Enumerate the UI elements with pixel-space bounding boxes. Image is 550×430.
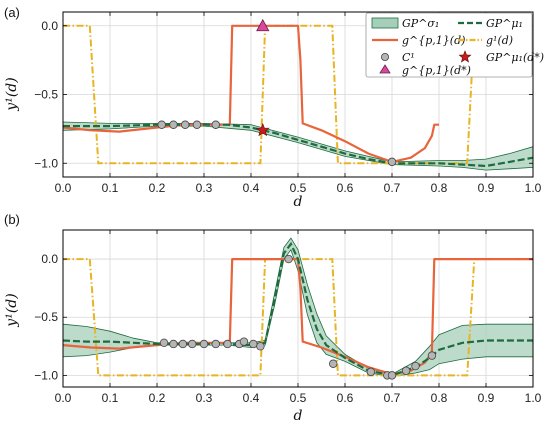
gp1-dstar-triangle — [256, 18, 270, 32]
y-tick-label: 0.0 — [41, 19, 58, 33]
x-tick-label: 0.0 — [55, 391, 72, 405]
x-tick-label: 0.5 — [290, 181, 307, 195]
legend-g1-label: g¹(d) — [486, 34, 513, 47]
panel-b-label: (b) — [4, 212, 20, 227]
x-tick-label: 0.0 — [55, 181, 72, 195]
gp-mean-dstar-star — [255, 122, 270, 137]
x-tick-label: 0.3 — [196, 181, 213, 195]
c1-point — [256, 342, 265, 351]
c1-point — [169, 120, 178, 129]
panel-b-yticks: 0.0 −0.5 −1.0 — [34, 252, 533, 382]
panel-a: (a) 0.0 0.1 0.2 0.3 0.4 0.5 0.6 0.7 0.8 0.9 1.0 0.… — [4, 5, 544, 210]
x-tick-label: 0.3 — [196, 391, 213, 405]
x-tick-label: 0.2 — [149, 391, 166, 405]
x-tick-label: 0.8 — [431, 391, 448, 405]
legend-band-label: GP^σ₁ — [402, 17, 439, 30]
x-tick-label: 1.0 — [525, 181, 542, 195]
x-tick-label: 0.6 — [337, 181, 354, 195]
x-tick-label: 0.1 — [102, 181, 119, 195]
c1-point — [239, 337, 249, 346]
c1-point — [329, 359, 338, 368]
legend-entry-triangle: g^{p,1}(d*) — [379, 64, 471, 77]
c1-point — [387, 157, 397, 167]
c1-point — [180, 120, 190, 129]
c1-point — [192, 120, 202, 129]
x-tick-label: 0.1 — [102, 391, 119, 405]
c1-point — [159, 338, 169, 348]
legend-gp-label: g^{p,1}(d) — [402, 34, 465, 47]
panel-b-markers — [159, 254, 437, 380]
panel-b-xticks: 0.0 0.1 0.2 0.3 0.4 0.5 0.6 0.7 0.8 0.9 1.0 — [55, 230, 542, 405]
panel-a-yticks: 0.0 −0.5 −1.0 — [34, 19, 533, 170]
y-tick-label: −0.5 — [34, 310, 58, 324]
legend-entry-star: GP^μ₁(d*) — [458, 50, 544, 64]
legend-mean-label: GP^μ₁ — [486, 17, 523, 30]
legend-entry-c1: C¹ — [380, 51, 415, 64]
legend-star-label: GP^μ₁(d*) — [486, 51, 544, 64]
x-tick-label: 0.4 — [243, 391, 260, 405]
legend-entry-band: GP^σ₁ — [371, 17, 439, 30]
c1-point — [401, 366, 411, 375]
panel-a-ylabel: y¹(d) — [4, 77, 20, 111]
c1-point — [188, 339, 197, 349]
c1-point — [411, 361, 420, 371]
legend-triangle-marker — [379, 64, 391, 74]
c1-point — [427, 351, 437, 360]
c1-point — [366, 367, 376, 377]
c1-point — [211, 120, 220, 129]
series-g1 — [63, 24, 533, 165]
legend-c1-marker — [380, 53, 389, 62]
legend-entry-gp: g^{p,1}(d) — [372, 34, 465, 47]
x-tick-label: 0.5 — [290, 391, 307, 405]
c1-point — [223, 339, 232, 349]
legend: GP^σ₁ GP^μ₁ g^{p,1}(d) g¹(d) C¹ g^{p,1}(… — [365, 12, 544, 78]
legend-entry-g1: g¹(d) — [458, 34, 513, 47]
c1-point — [169, 339, 178, 349]
x-tick-label: 1.0 — [525, 391, 542, 405]
legend-entry-mean: GP^μ₁ — [458, 17, 523, 30]
y-tick-label: 0.0 — [41, 252, 58, 266]
panel-a-markers — [157, 18, 397, 167]
series-gp-mean — [62, 241, 533, 377]
panel-a-label: (a) — [4, 5, 20, 20]
panel-a-xlabel: d — [294, 194, 303, 210]
legend-box — [365, 12, 533, 78]
legend-star-marker — [458, 50, 472, 63]
x-tick-label: 0.4 — [243, 181, 260, 195]
legend-band-swatch — [371, 17, 399, 29]
c1-point — [211, 339, 220, 349]
x-tick-label: 0.2 — [149, 181, 166, 195]
c1-point — [284, 254, 293, 264]
panel-b-ylabel: y¹(d) — [4, 293, 20, 327]
panel-b: (b) 0.0 0.1 0.2 0.3 0.4 0.5 0.6 0.7 0.8 0.9 1.0 0.… — [4, 212, 542, 424]
y-tick-label: −0.5 — [34, 88, 58, 102]
c1-point — [157, 120, 166, 129]
panel-a-xticks: 0.0 0.1 0.2 0.3 0.4 0.5 0.6 0.7 0.8 0.9 1.0 — [55, 12, 542, 195]
y-tick-label: −1.0 — [34, 368, 58, 382]
legend-triangle-label: g^{p,1}(d*) — [402, 64, 471, 77]
c1-point — [199, 339, 209, 349]
x-tick-label: 0.9 — [478, 391, 495, 405]
y-tick-label: −1.0 — [34, 156, 58, 170]
c1-point — [178, 339, 188, 349]
x-tick-label: 0.7 — [384, 181, 401, 195]
x-tick-label: 0.9 — [478, 181, 495, 195]
x-tick-label: 0.8 — [431, 181, 448, 195]
c1-point — [387, 371, 397, 380]
series-gp1 — [62, 24, 439, 163]
legend-c1-label: C¹ — [402, 51, 415, 64]
c1-point — [249, 339, 258, 349]
panel-b-xlabel: d — [294, 408, 303, 424]
x-tick-label: 0.6 — [337, 391, 354, 405]
x-tick-label: 0.7 — [384, 391, 401, 405]
